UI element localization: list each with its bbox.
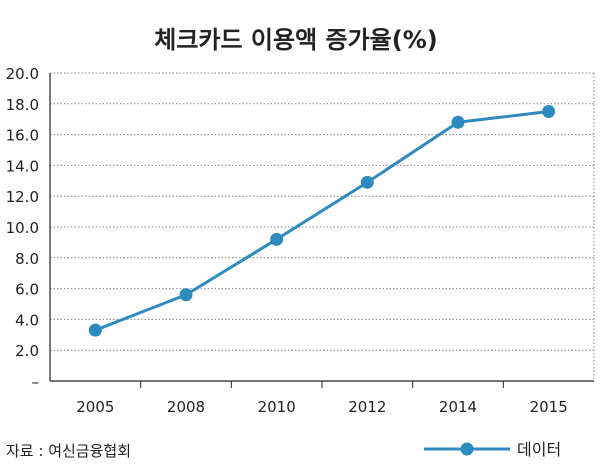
axes-layer	[49, 73, 594, 388]
series-line	[94, 110, 549, 332]
data-point	[88, 323, 102, 337]
legend-label: 데이터	[517, 440, 561, 459]
y-tick-label: 8.0	[15, 250, 39, 268]
chart-title: 체크카드 이용액 증가율(%)	[154, 26, 438, 54]
x-tick-labels: 2005 2008 2010 2012 2014 2015	[76, 398, 568, 416]
y-tick-label: 10.0	[6, 219, 39, 237]
y-tick-label: 18.0	[6, 96, 39, 114]
data-point	[360, 175, 374, 189]
legend-marker	[460, 442, 474, 456]
data-point	[179, 288, 193, 302]
legend: 데이터	[424, 440, 561, 459]
data-point	[451, 115, 465, 129]
y-tick-label: 16.0	[6, 127, 39, 145]
x-tick-label: 2008	[167, 398, 205, 416]
y-tick-labels: – 2.0 4.0 6.0 8.0 10.0 12.0 14.0 16.0 18.0 20.0	[6, 65, 39, 391]
source-note: 자료 : 여신금융협회	[6, 442, 131, 460]
grid-layer	[50, 72, 595, 381]
x-tick-label: 2014	[439, 398, 477, 416]
y-tick-label: 12.0	[6, 188, 39, 206]
series-layer	[88, 105, 556, 337]
y-tick-label: 2.0	[15, 342, 39, 360]
y-tick-label: 4.0	[15, 311, 39, 329]
data-point	[542, 105, 556, 118]
data-point	[270, 232, 284, 246]
y-tick-label: 14.0	[6, 157, 39, 175]
y-tick-label: –	[32, 373, 40, 391]
x-tick-label: 2015	[530, 398, 568, 416]
x-tick-label: 2005	[76, 398, 114, 416]
x-tick-label: 2012	[348, 398, 386, 416]
y-tick-label: 20.0	[6, 65, 39, 83]
y-tick-label: 6.0	[15, 281, 39, 299]
x-tick-label: 2010	[258, 398, 296, 416]
